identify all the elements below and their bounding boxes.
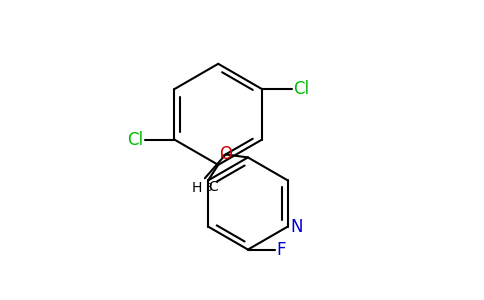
Text: O: O bbox=[219, 146, 232, 164]
Text: N: N bbox=[291, 218, 303, 236]
Text: Cl: Cl bbox=[293, 80, 309, 98]
Text: Cl: Cl bbox=[127, 130, 143, 148]
Text: H: H bbox=[192, 181, 202, 195]
Text: 3: 3 bbox=[205, 183, 212, 193]
Text: C: C bbox=[209, 180, 218, 194]
Text: F: F bbox=[276, 241, 286, 259]
